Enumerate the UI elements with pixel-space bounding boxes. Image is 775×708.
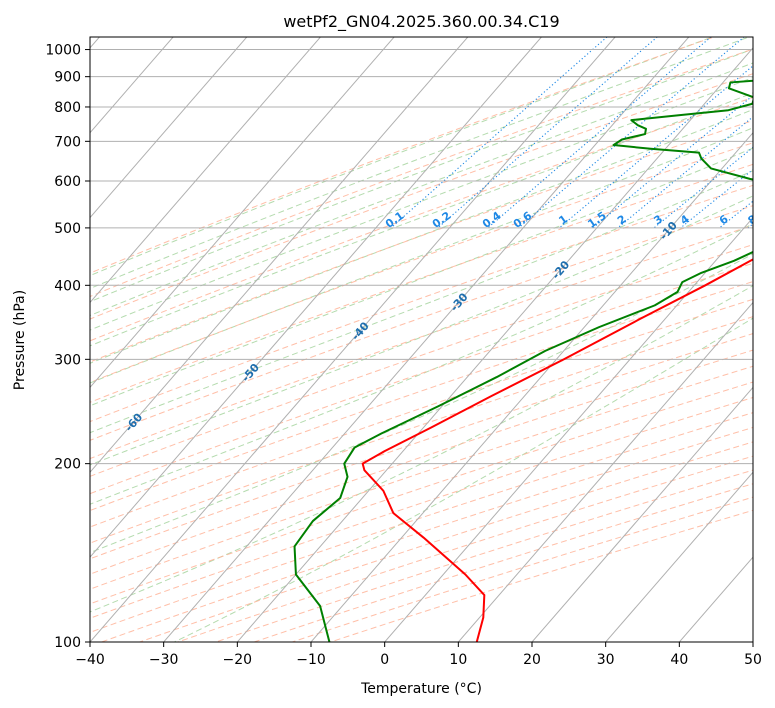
dry-adiabat bbox=[90, 163, 753, 403]
dry-adiabat bbox=[90, 224, 753, 460]
mixing-ratio-line bbox=[592, 94, 753, 229]
x-tick-label: 30 bbox=[597, 652, 615, 668]
moist-adiabat bbox=[90, 285, 753, 613]
isotherm-line bbox=[90, 37, 616, 642]
isotherm-line bbox=[310, 132, 753, 642]
temperature-line bbox=[361, 258, 753, 642]
x-axis-label: Temperature (°C) bbox=[360, 681, 482, 697]
y-tick-label: 300 bbox=[54, 352, 81, 368]
dry-adiabat bbox=[90, 262, 753, 495]
mixing-ratio-line bbox=[653, 146, 753, 229]
dry-adiabat bbox=[90, 184, 753, 423]
moist-adiabat bbox=[90, 76, 753, 331]
x-tick-label: 0 bbox=[380, 652, 389, 668]
isotherm-line bbox=[236, 47, 753, 642]
isotherm-line bbox=[90, 37, 395, 389]
moist-adiabat bbox=[90, 223, 753, 505]
x-tick-label: 50 bbox=[744, 652, 762, 668]
dry-adiabat bbox=[90, 396, 753, 619]
moist-adiabat bbox=[90, 170, 753, 434]
isotherm-line bbox=[90, 37, 248, 219]
mixing-ratio-line bbox=[487, 37, 712, 229]
x-tick-label: 20 bbox=[523, 652, 541, 668]
dry-adiabat bbox=[90, 205, 753, 441]
mixing-ratio-line bbox=[437, 37, 659, 229]
plot-area: 0.10.20.40.611.52346810131620253036-100-… bbox=[90, 37, 760, 642]
x-tick-label: −20 bbox=[223, 652, 253, 668]
isotherm-line bbox=[531, 386, 753, 642]
isotherm-line bbox=[384, 216, 753, 642]
mixing-ratio-line bbox=[390, 37, 608, 229]
isotherm-line bbox=[163, 37, 690, 642]
plot-background bbox=[90, 37, 753, 642]
isotherm-line bbox=[90, 37, 543, 558]
y-tick-label: 400 bbox=[54, 278, 81, 294]
dry-adiabat bbox=[90, 365, 753, 590]
mixing-ratio-label: 8 bbox=[746, 212, 760, 227]
moist-adiabat bbox=[90, 147, 753, 407]
x-tick-label: −40 bbox=[75, 652, 105, 668]
dry-adiabat bbox=[90, 298, 753, 528]
y-tick-label: 800 bbox=[54, 100, 81, 116]
y-axis-label: Pressure (hPa) bbox=[12, 290, 28, 390]
y-tick-label: 500 bbox=[54, 221, 81, 237]
y-tick-label: 600 bbox=[54, 174, 81, 190]
y-tick-label: 1000 bbox=[45, 43, 81, 59]
isotherm-line bbox=[90, 37, 469, 474]
x-tick-label: −30 bbox=[149, 652, 179, 668]
plot-frame bbox=[89, 36, 754, 643]
sounding-profiles bbox=[293, 79, 753, 642]
mixing-ratio-line bbox=[518, 37, 745, 229]
dry-adiabats bbox=[90, 37, 753, 642]
dry-adiabat bbox=[90, 244, 753, 477]
x-tick-label: 40 bbox=[670, 652, 688, 668]
isotherm-line bbox=[90, 37, 322, 304]
axes-ticks: −40 −30 −20 −10 0 10 20 30 40 50 100 200 300 400 500 60… bbox=[45, 43, 762, 668]
moist-adiabat bbox=[90, 253, 753, 554]
y-tick-label: 900 bbox=[54, 70, 81, 86]
y-tick-label: 100 bbox=[54, 635, 81, 651]
isotherm-line bbox=[605, 471, 753, 642]
y-tick-label: 700 bbox=[54, 134, 81, 150]
moist-adiabat bbox=[90, 195, 753, 466]
dry-adiabat bbox=[90, 96, 753, 342]
moist-adiabat bbox=[90, 92, 753, 347]
moist-adiabat bbox=[90, 109, 753, 364]
pressure-gridlines bbox=[90, 49, 753, 642]
moist-adiabat bbox=[90, 127, 753, 384]
moist-adiabat bbox=[174, 317, 753, 642]
x-tick-label: 10 bbox=[449, 652, 467, 668]
dry-adiabat bbox=[90, 333, 753, 560]
x-tick-label: −10 bbox=[296, 652, 326, 668]
isotherm-line bbox=[457, 301, 753, 642]
chart-title: wetPf2_GN04.2025.360.00.34.C19 bbox=[283, 12, 559, 32]
skewed-isotherms bbox=[90, 37, 753, 642]
y-tick-label: 200 bbox=[54, 457, 81, 473]
mixing-ratio-lines bbox=[390, 37, 753, 229]
dewpoint-line bbox=[293, 79, 753, 642]
dry-adiabat bbox=[90, 119, 753, 363]
